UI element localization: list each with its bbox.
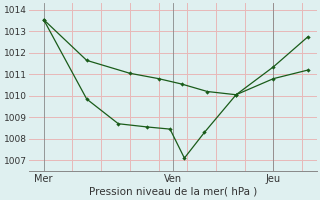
X-axis label: Pression niveau de la mer( hPa ): Pression niveau de la mer( hPa ): [89, 187, 257, 197]
